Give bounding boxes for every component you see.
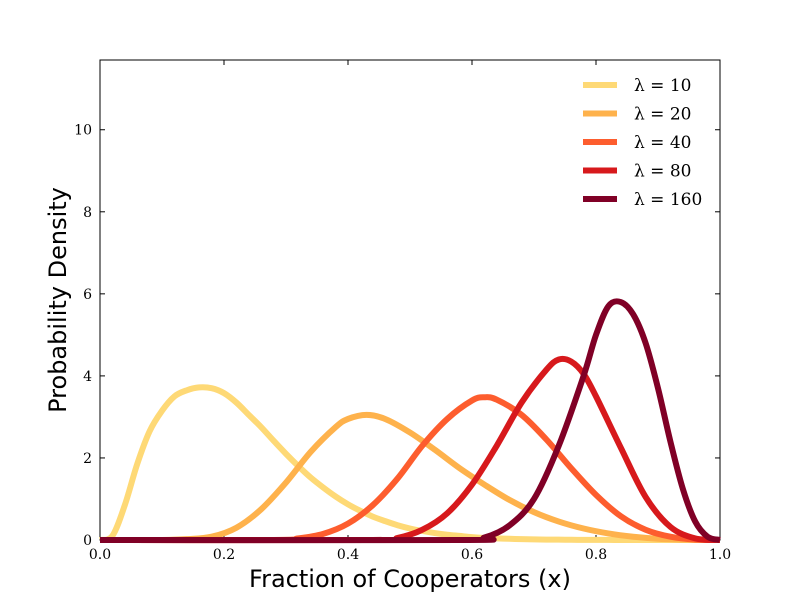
x-tick-label: 0.2	[213, 547, 235, 563]
legend-label-4: λ = 80	[634, 162, 691, 182]
legend-label-3: λ = 40	[634, 133, 691, 153]
plot-area	[99, 59, 721, 541]
series-line-1	[99, 384, 720, 544]
y-tick-label: 0	[83, 533, 92, 549]
series-line-2	[99, 411, 721, 544]
legend-label-5: λ = 160	[634, 190, 702, 210]
legend-label-2: λ = 20	[634, 105, 691, 125]
y-tick-label: 8	[83, 205, 92, 221]
y-tick-label: 2	[83, 451, 92, 467]
y-axis-title: Probability Density	[44, 187, 72, 413]
x-tick-label: 0.0	[89, 547, 111, 563]
y-tick-label: 10	[74, 123, 92, 139]
x-tick-label: 0.4	[337, 547, 359, 563]
x-tick-label: 1.0	[709, 547, 731, 563]
series-lines	[99, 298, 721, 544]
y-tick-label: 6	[83, 287, 92, 303]
legend-label-1: λ = 10	[634, 76, 691, 96]
y-tick-label: 4	[83, 369, 92, 385]
legend: λ = 10 λ = 20 λ = 40 λ = 80 λ = 160	[583, 76, 702, 210]
series-line-5	[99, 298, 721, 544]
x-tick-label: 0.6	[461, 547, 483, 563]
x-tick-label: 0.8	[585, 547, 607, 563]
series-line-3	[99, 394, 721, 544]
x-axis-title: Fraction of Cooperators (x)	[249, 565, 571, 593]
